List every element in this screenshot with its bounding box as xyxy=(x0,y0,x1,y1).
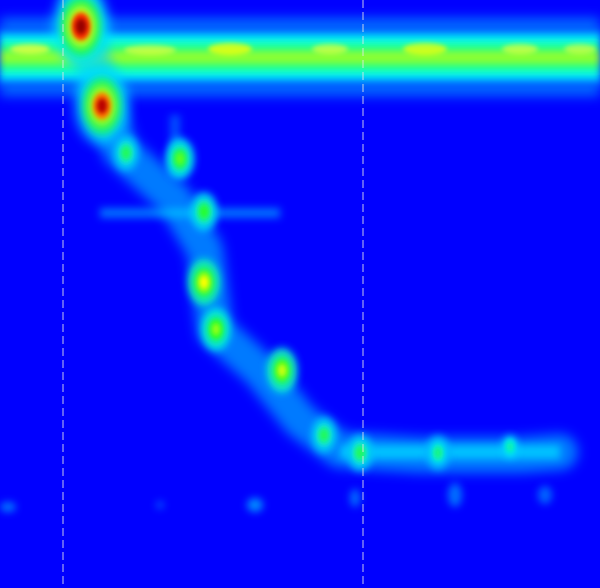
hotspot xyxy=(113,134,139,172)
hotspot xyxy=(165,138,195,180)
hotspot xyxy=(347,434,373,472)
hotspot-contour xyxy=(356,447,364,458)
hotspot xyxy=(53,0,109,67)
hotspot-contour xyxy=(199,275,209,289)
hotspot xyxy=(187,258,221,307)
hotspot-contour xyxy=(434,448,442,458)
hotspot-layer xyxy=(53,0,518,472)
hotspot-contour xyxy=(176,153,184,165)
hotspot-contour xyxy=(277,364,287,377)
vertical-markers xyxy=(62,0,364,588)
band-highlight xyxy=(10,44,50,54)
band-highlight xyxy=(502,44,538,54)
hotspot xyxy=(190,191,218,232)
bottom-speckles xyxy=(0,483,552,512)
hotspot xyxy=(266,347,298,394)
speckle xyxy=(350,489,360,507)
band-highlight xyxy=(564,44,596,54)
hotspot-contour xyxy=(75,18,87,35)
hotspot-contour xyxy=(320,430,328,441)
hotspot xyxy=(311,416,337,454)
band-highlight xyxy=(312,44,348,54)
hotspot-contour xyxy=(212,323,220,336)
hotspot xyxy=(426,435,450,471)
streak xyxy=(100,208,280,218)
speckle xyxy=(448,483,462,507)
streak xyxy=(340,445,560,459)
speckle xyxy=(538,486,552,504)
band-highlights xyxy=(10,43,596,55)
hotspot-contour xyxy=(96,98,108,114)
hotspot-contour xyxy=(200,206,208,217)
speckle xyxy=(247,498,263,512)
hotspot xyxy=(75,67,129,145)
hotspot xyxy=(502,435,518,459)
band-highlight xyxy=(208,43,252,55)
hotspot-contour xyxy=(122,147,130,158)
hotspot-contour xyxy=(506,442,514,452)
speckle xyxy=(156,501,164,509)
speckle xyxy=(0,502,16,512)
band-highlight xyxy=(124,45,176,55)
hotspot xyxy=(201,307,231,352)
band-highlight xyxy=(403,43,447,55)
